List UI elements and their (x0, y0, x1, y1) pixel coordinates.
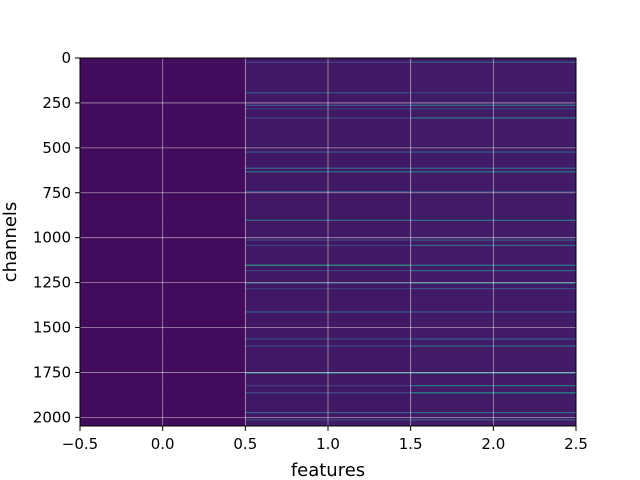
y-tick-label: 1750 (33, 363, 71, 381)
y-tick-label: 250 (42, 94, 71, 112)
y-tick-label: 0 (61, 49, 71, 67)
y-axis: 0 250 500 750 1000 1250 1500 1750 2000 (33, 49, 80, 426)
y-tick-label: 1500 (33, 319, 71, 337)
x-tick-label: 0.5 (233, 435, 257, 453)
x-tick-label: 1.5 (399, 435, 423, 453)
x-tick-label: −0.5 (62, 435, 98, 453)
y-axis-label: channels (0, 202, 21, 283)
y-tick-label: 1250 (33, 274, 71, 292)
x-tick-label: 2.5 (564, 435, 588, 453)
y-tick-label: 2000 (33, 408, 71, 426)
x-tick-label: 2.0 (481, 435, 505, 453)
x-tick-label: 0.0 (151, 435, 175, 453)
x-axis-label: features (291, 460, 365, 480)
x-tick-label: 1.0 (316, 435, 340, 453)
y-tick-label: 1000 (33, 229, 71, 247)
y-tick-label: 750 (42, 184, 71, 202)
x-axis: −0.5 0.0 0.5 1.0 1.5 2.0 2.5 (62, 426, 588, 453)
y-tick-label: 500 (42, 139, 71, 157)
